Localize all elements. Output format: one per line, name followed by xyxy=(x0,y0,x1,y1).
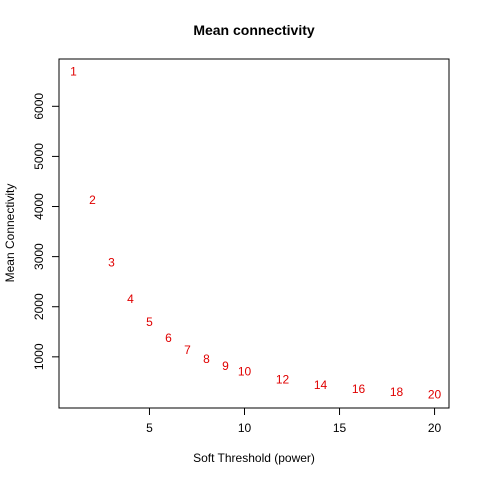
x-tick-label: 15 xyxy=(333,421,347,435)
y-tick-label: 5000 xyxy=(32,143,46,170)
x-tick-label: 20 xyxy=(428,421,442,435)
data-point-label: 5 xyxy=(146,315,153,329)
y-tick-label: 4000 xyxy=(32,193,46,220)
data-point-label: 3 xyxy=(108,256,115,270)
y-tick-label: 3000 xyxy=(32,243,46,270)
data-point-label: 18 xyxy=(390,385,404,399)
data-point-label: 20 xyxy=(428,387,442,401)
data-point-label: 4 xyxy=(127,292,134,306)
x-axis: 5 10 15 20 xyxy=(146,407,442,435)
data-point-label: 1 xyxy=(70,65,77,79)
y-axis-label: Mean Connectivity xyxy=(3,184,17,283)
data-point-label: 12 xyxy=(276,372,290,386)
data-point-label: 10 xyxy=(238,364,252,378)
x-axis-label: Soft Threshold (power) xyxy=(193,451,315,465)
data-point-label: 9 xyxy=(222,359,229,373)
data-point-label: 6 xyxy=(165,331,172,345)
y-tick-label: 2000 xyxy=(32,293,46,320)
data-point-label: 8 xyxy=(203,352,210,366)
data-point-label: 7 xyxy=(184,343,191,357)
y-tick-label: 1000 xyxy=(32,343,46,370)
data-point-label: 16 xyxy=(352,382,366,396)
x-tick-label: 5 xyxy=(146,421,153,435)
data-point-label: 2 xyxy=(89,193,96,207)
y-tick-label: 6000 xyxy=(32,93,46,120)
data-point-label: 14 xyxy=(314,378,328,392)
x-tick-label: 10 xyxy=(238,421,252,435)
plot-frame xyxy=(58,58,450,409)
y-axis: 1000 2000 3000 4000 5000 6000 xyxy=(32,93,60,370)
chart-title: Mean connectivity xyxy=(193,22,315,38)
